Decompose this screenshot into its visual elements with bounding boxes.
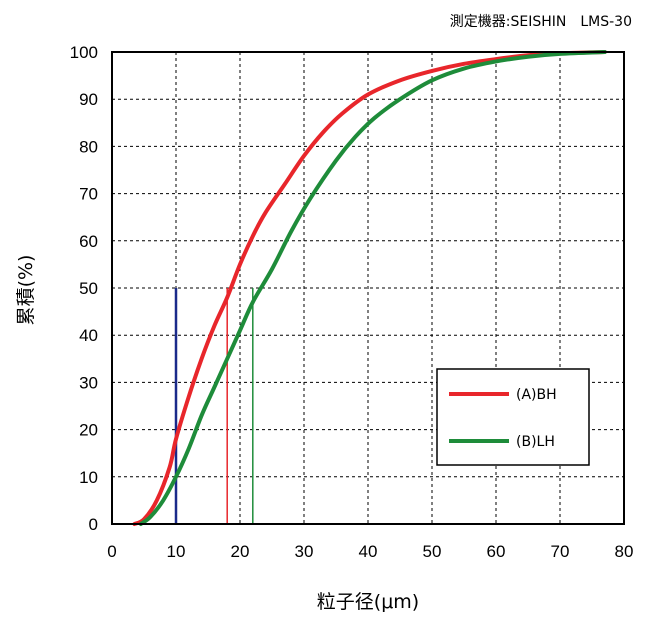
y-tick-label: 30 — [79, 373, 98, 392]
y-axis-title: 累積(%) — [15, 255, 37, 326]
x-tick-label: 50 — [423, 542, 442, 561]
series-line — [138, 50, 607, 526]
y-tick-label: 20 — [79, 421, 98, 440]
x-tick-label: 70 — [551, 542, 570, 561]
x-tick-label: 0 — [107, 542, 116, 561]
y-tick-label: 70 — [79, 185, 98, 204]
plot-frame — [111, 51, 625, 525]
y-tick-label: 40 — [79, 326, 98, 345]
y-tick-label: 90 — [79, 90, 98, 109]
y-tick-label: 0 — [89, 515, 98, 534]
d50-markers — [174, 288, 254, 524]
y-tick-label: 60 — [79, 232, 98, 251]
x-axis-title: 粒子径(μm) — [317, 591, 419, 613]
legend-label: (A)BH — [516, 387, 557, 403]
y-tick-labels: 0 10 20 30 40 50 60 70 80 90 100 — [70, 43, 98, 534]
legend: (A)BH (B)LH — [436, 368, 590, 466]
series-line — [132, 50, 607, 526]
x-tick-label: 60 — [487, 542, 506, 561]
x-tick-label: 10 — [167, 542, 186, 561]
series-lines — [132, 50, 607, 526]
x-tick-label: 40 — [359, 542, 378, 561]
y-tick-label: 50 — [79, 279, 98, 298]
x-tick-labels: 0 10 20 30 40 50 60 70 80 — [107, 542, 633, 561]
y-tick-label: 10 — [79, 468, 98, 487]
y-tick-label: 100 — [70, 43, 98, 62]
x-tick-label: 20 — [231, 542, 250, 561]
y-tick-label: 80 — [79, 137, 98, 156]
legend-box — [436, 368, 590, 466]
x-tick-label: 80 — [615, 542, 634, 561]
x-tick-label: 30 — [295, 542, 314, 561]
instrument-note: 測定機器:SEISHIN LMS-30 — [450, 14, 632, 30]
legend-label: (B)LH — [516, 434, 555, 450]
